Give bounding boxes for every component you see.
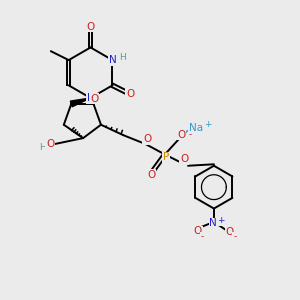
Text: -: -: [188, 130, 192, 139]
Text: O: O: [90, 94, 98, 103]
Text: Na: Na: [189, 123, 203, 133]
Text: P: P: [163, 152, 170, 162]
Text: O: O: [177, 130, 185, 140]
Text: N: N: [109, 55, 116, 65]
Polygon shape: [70, 98, 91, 107]
Text: +: +: [217, 216, 224, 225]
Text: -: -: [201, 232, 204, 241]
Text: O: O: [226, 227, 234, 237]
Text: O: O: [86, 22, 95, 32]
Text: O: O: [46, 139, 55, 149]
Text: -: -: [233, 232, 236, 241]
Text: N: N: [87, 93, 94, 103]
Text: H: H: [119, 52, 126, 62]
Text: H: H: [40, 142, 46, 152]
Text: N: N: [209, 218, 217, 228]
Text: O: O: [143, 134, 151, 144]
Text: O: O: [126, 89, 134, 99]
Text: O: O: [194, 226, 202, 236]
Text: +: +: [204, 120, 211, 129]
Text: O: O: [147, 170, 156, 180]
Text: O: O: [180, 154, 188, 164]
